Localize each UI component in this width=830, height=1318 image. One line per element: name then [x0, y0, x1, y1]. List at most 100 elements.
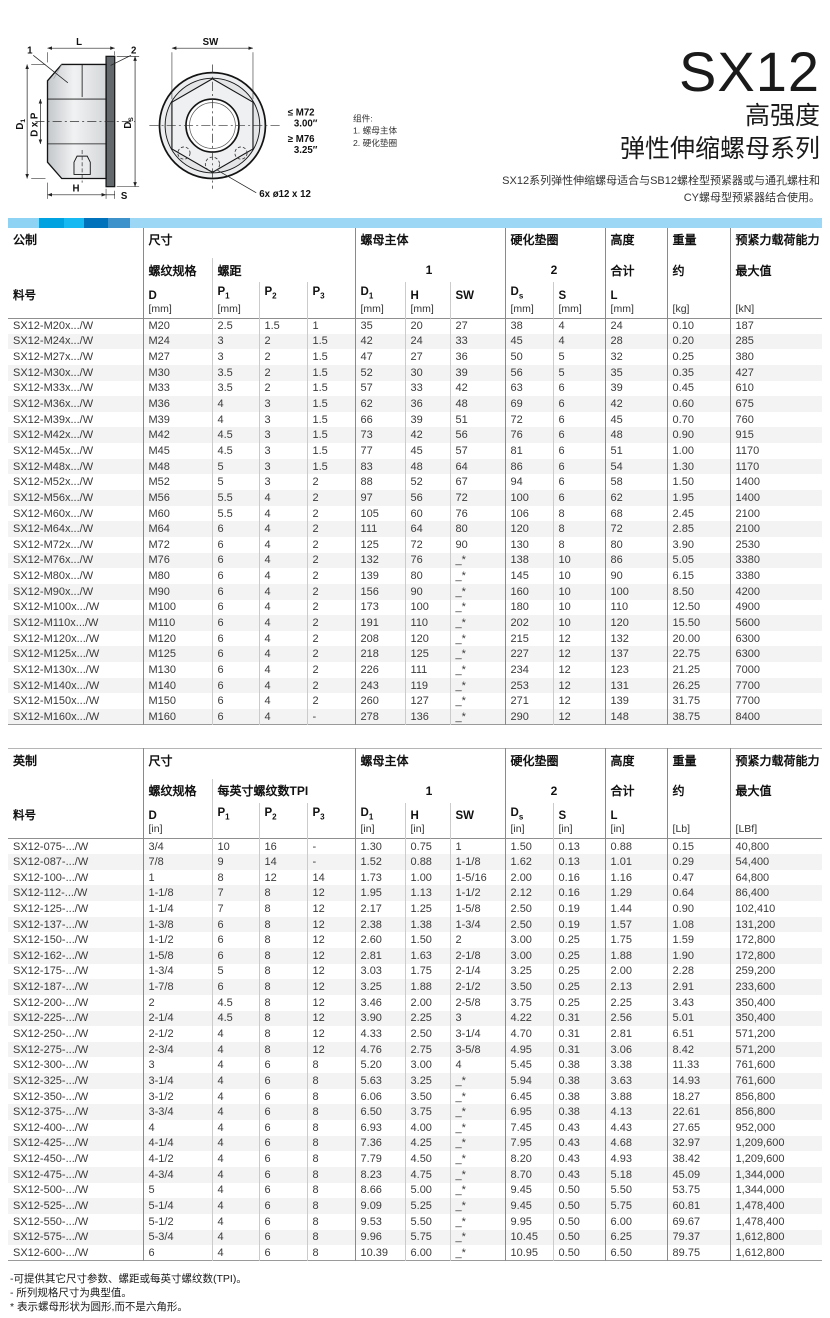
table-cell: 1.5 [306, 427, 356, 444]
table-cell: 2-3/4 [142, 1041, 212, 1058]
table-cell: 42 [354, 333, 406, 350]
table-cell: 6.00 [604, 1213, 668, 1230]
table-cell: M20 [142, 318, 212, 334]
table-cell: 761,600 [729, 1057, 823, 1074]
table-cell: 1.95 [666, 490, 731, 506]
table-cell: 6 [211, 662, 259, 678]
table-cell: 110 [404, 615, 451, 631]
table-cell: 6 [211, 693, 259, 710]
table-cell: 131 [604, 677, 668, 694]
table-cell: 8.66 [354, 1182, 406, 1199]
group-header-nut-body: 螺母主体 [354, 228, 506, 258]
table-cell: 172,800 [729, 947, 823, 964]
table-cell: 1.5 [306, 333, 356, 350]
table-cell: 1.57 [604, 916, 668, 933]
table-cell: 8 [258, 1026, 307, 1042]
table-cell: 1.29 [604, 885, 668, 902]
table-cell: 5.5 [211, 490, 259, 506]
table-cell: 1-5/16 [449, 869, 506, 886]
table-cell: 1.95 [354, 885, 406, 902]
table-cell: 3 [449, 1010, 506, 1027]
table-cell: 4 [211, 411, 259, 428]
table-cell: 4 [211, 1182, 259, 1199]
table-cell: 2100 [729, 521, 823, 537]
table-cell: 6.00 [404, 1245, 451, 1261]
table-cell: 4900 [729, 599, 823, 616]
table-cell: SX12-M48x.../W [13, 460, 94, 473]
table-cell: 38.75 [666, 709, 731, 725]
table-cell: 173 [354, 599, 406, 616]
table-cell: 4.5 [211, 1010, 259, 1027]
table-cell: 5.50 [404, 1213, 451, 1230]
group-header-weight: 重量 [666, 748, 731, 779]
column-header: H [in] [404, 802, 451, 839]
table-cell: 187 [729, 318, 823, 334]
table-cell: 1400 [729, 474, 823, 491]
table-cell: 2 [258, 333, 307, 350]
table-cell: 160 [504, 583, 554, 600]
table-cell: SX12-250-.../W [13, 1028, 89, 1040]
table-cell: 4.22 [504, 1010, 554, 1027]
metric-symbol-row: 料号 D [mm] P1 [mm] P2 P3 D1 [mm] H [mm] SW Ds [mm] S [mm… [8, 282, 823, 318]
table-cell: 1.5 [258, 318, 307, 334]
table-cell: SX12-M80x.../W [13, 570, 94, 583]
table-row: SX12-M60x.../W M60 5.5 4 2 105 60 76 106 8 68 2.45 2… [8, 505, 823, 522]
table-cell: 2-1/2 [449, 979, 506, 995]
table-cell: 5.20 [354, 1057, 406, 1074]
table-cell: 5 [552, 364, 606, 381]
series-title: SX12 [679, 40, 820, 103]
table-cell: _* [449, 1151, 506, 1167]
table-cell: 11.33 [666, 1057, 731, 1074]
table-cell: 111 [354, 521, 406, 537]
table-cell: 1-1/8 [449, 854, 506, 870]
table-cell: 50 [504, 349, 554, 365]
table-cell: 42 [449, 380, 506, 397]
table-cell: 760 [729, 411, 823, 428]
table-cell: 4-3/4 [142, 1166, 212, 1183]
table-cell: 2.50 [504, 901, 554, 917]
table-cell: 8 [258, 885, 307, 902]
table-cell: 4.5 [211, 443, 259, 459]
table-cell: 1.5 [306, 349, 356, 365]
table-cell: 5.45 [504, 1057, 554, 1074]
table-cell: 35 [604, 364, 668, 381]
table-cell: 3-3/4 [142, 1104, 212, 1121]
table-cell: 148 [604, 709, 668, 725]
table-cell: 4 [449, 1057, 506, 1074]
table-cell: 2.38 [354, 916, 406, 933]
table-cell: 2 [306, 599, 356, 616]
table-cell: M27 [142, 349, 212, 365]
table-cell: 427 [729, 364, 823, 381]
table-cell: 3 [142, 1057, 212, 1074]
table-row: SX12-M39x.../W M39 4 3 1.5 66 39 51 72 6 45 0.70 760 [8, 411, 823, 428]
subtitle-strength: 高强度 [744, 102, 820, 130]
thread-note-ge: ≥ M76 [288, 134, 315, 145]
table-cell: 1-1/2 [142, 932, 212, 948]
table-cell: 38 [504, 318, 554, 334]
table-cell: 8 [552, 505, 606, 522]
table-cell: 21.25 [666, 662, 731, 678]
column-header: Ds [in] [504, 802, 554, 839]
table-cell: 0.35 [666, 364, 731, 381]
table-cell: SX12-125-.../W [13, 902, 89, 915]
table-cell: 125 [354, 536, 406, 553]
table-cell: 8 [258, 1041, 307, 1058]
column-header: 料号 [13, 289, 36, 302]
table-cell: M72 [142, 536, 212, 553]
table-cell: - [306, 709, 356, 725]
table-row: SX12-M42x.../W M42 4.5 3 1.5 73 42 56 76 6 48 0.90 9… [8, 427, 823, 444]
table-cell: 88 [354, 474, 406, 491]
table-cell: 3.43 [666, 994, 731, 1011]
table-cell: 2 [306, 552, 356, 569]
table-cell: 8 [258, 994, 307, 1011]
table-cell: _* [449, 615, 506, 631]
table-cell: 202 [504, 615, 554, 631]
table-cell: _* [449, 1229, 506, 1246]
table-cell: 6.06 [354, 1088, 406, 1105]
table-cell: _* [449, 1088, 506, 1105]
table-cell: 4 [258, 490, 307, 506]
table-cell: 0.25 [552, 979, 606, 995]
table-cell: 2.75 [404, 1041, 451, 1058]
table-cell: 4.43 [604, 1120, 668, 1136]
table-cell: 2.81 [604, 1026, 668, 1042]
